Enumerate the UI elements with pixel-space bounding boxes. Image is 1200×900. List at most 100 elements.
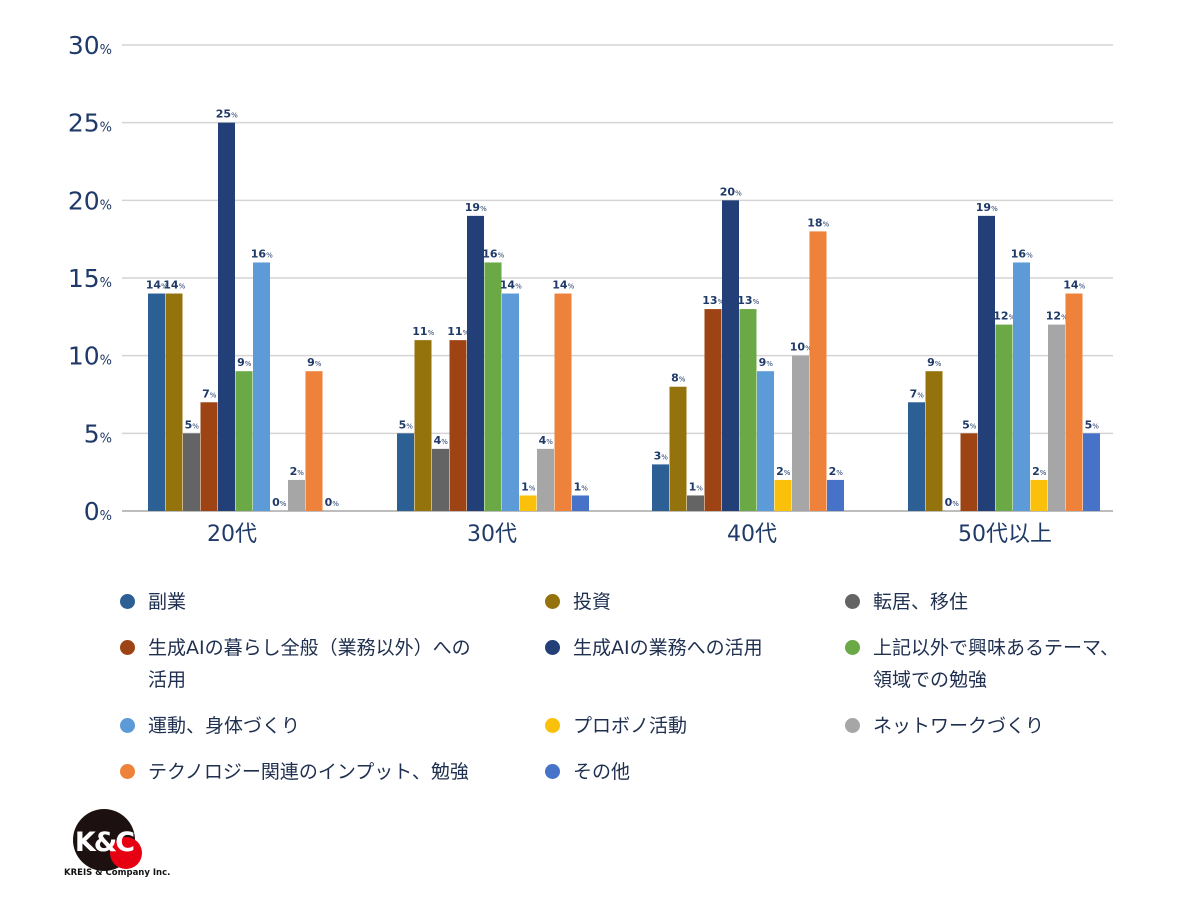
bar: [502, 293, 519, 511]
bar: [1030, 479, 1048, 511]
data-label: 5%: [399, 418, 414, 431]
bar: [1065, 293, 1083, 511]
bar: [757, 371, 774, 511]
bar: [432, 448, 449, 511]
legend-swatch: [545, 640, 560, 655]
logo-brand: K&C: [74, 827, 135, 858]
data-label: 11%: [412, 325, 434, 338]
bar: [305, 371, 323, 511]
bar: [960, 433, 978, 511]
data-label: 9%: [759, 356, 774, 369]
bar: [449, 340, 467, 511]
bar: [687, 495, 704, 511]
legend-label: プロボノ活動: [573, 715, 688, 737]
bar: [739, 309, 757, 511]
data-label: 9%: [237, 356, 252, 369]
bar: [1083, 433, 1100, 511]
bar: [774, 479, 792, 511]
logo-mark: [73, 809, 142, 871]
legend-item: 副業: [120, 586, 545, 618]
legend-swatch: [545, 718, 560, 733]
y-tick-label: 25%: [68, 109, 112, 138]
legend: 副業 投資 転居、移住生成AIの暮らし全般（業務以外）への 活用 生成AIの業務への活…: [120, 586, 1130, 788]
bar: [978, 215, 995, 511]
y-tick-label: 10%: [68, 342, 112, 371]
bar: [253, 262, 270, 511]
bar: [572, 495, 589, 511]
legend-item: 生成AIの暮らし全般（業務以外）への 活用: [120, 632, 545, 696]
y-tick-label: 30%: [68, 31, 112, 60]
data-label: 13%: [702, 294, 724, 307]
y-tick-label: 0%: [84, 497, 112, 526]
legend-item: 生成AIの業務への活用: [545, 632, 845, 696]
bar: [414, 340, 432, 511]
data-label: 19%: [465, 201, 487, 214]
data-label: 14%: [1063, 279, 1085, 292]
data-label: 16%: [1011, 247, 1033, 260]
data-label: 13%: [737, 294, 759, 307]
bar: [288, 479, 305, 511]
data-label: 19%: [976, 201, 998, 214]
legend-item: ネットワークづくり: [845, 710, 1130, 742]
bar: [995, 324, 1013, 511]
data-label: 8%: [671, 372, 686, 385]
y-tick-label: 5%: [84, 419, 112, 448]
legend-swatch: [120, 640, 135, 655]
legend-label: 生成AIの業務への活用: [573, 637, 763, 659]
bar: [669, 386, 687, 511]
data-label: 1%: [574, 480, 589, 493]
legend-item: テクノロジー関連のインプット、勉強: [120, 756, 545, 788]
bar-chart: 0% 5% 10% 15% 20% 25% 30% 14% 5% 3% 7% 14% 11% 8% 9% 5%…: [68, 31, 1113, 547]
data-label: 0%: [325, 496, 340, 509]
data-label: 3%: [654, 449, 669, 462]
y-tick-label: 15%: [68, 264, 112, 293]
data-label: 12%: [993, 310, 1015, 323]
bar: [792, 355, 809, 511]
legend-item: 上記以外で興味あるテーマ、 領域での勉強: [845, 632, 1130, 696]
data-label: 2%: [1032, 465, 1047, 478]
legend-label: 転居、移住: [873, 591, 969, 613]
bar: [200, 402, 218, 511]
data-label: 0%: [272, 496, 287, 509]
legend-label: 上記以外で興味あるテーマ、 領域での勉強: [873, 637, 1120, 691]
legend-swatch: [845, 594, 860, 609]
bar: [652, 464, 669, 511]
bar: [809, 231, 827, 511]
bar: [1048, 324, 1065, 511]
data-label: 5%: [1085, 418, 1100, 431]
data-label: 20%: [720, 185, 742, 198]
bar: [554, 293, 572, 511]
bar: [183, 433, 200, 511]
data-label: 14%: [500, 279, 522, 292]
legend-item: 投資: [545, 586, 845, 618]
data-label: 5%: [962, 418, 977, 431]
bar: [1013, 262, 1030, 511]
data-label: 1%: [521, 480, 536, 493]
data-label: 7%: [910, 387, 925, 400]
legend-label: ネットワークづくり: [873, 715, 1045, 737]
x-category-label: 20代: [207, 522, 257, 547]
data-label: 14%: [163, 279, 185, 292]
bar: [235, 371, 253, 511]
legend-swatch: [120, 594, 135, 609]
legend-item: 運動、身体づくり: [120, 710, 545, 742]
data-label: 12%: [1046, 310, 1068, 323]
data-label: 9%: [927, 356, 942, 369]
bar: [467, 215, 484, 511]
bar: [218, 122, 235, 512]
data-label: 16%: [251, 247, 273, 260]
data-label: 9%: [307, 356, 322, 369]
legend-label: その他: [573, 761, 631, 783]
data-label: 5%: [185, 418, 200, 431]
data-label: 2%: [829, 465, 844, 478]
data-label: 25%: [216, 108, 238, 121]
bar: [908, 402, 925, 511]
data-label: 1%: [689, 480, 704, 493]
bar: [519, 495, 537, 511]
legend-label: 投資: [573, 591, 612, 613]
bar: [397, 433, 414, 511]
bar: [165, 293, 183, 511]
data-label: 18%: [807, 216, 829, 229]
legend-swatch: [545, 764, 560, 779]
logo-company-name: KREIS & Company Inc.: [64, 868, 171, 878]
